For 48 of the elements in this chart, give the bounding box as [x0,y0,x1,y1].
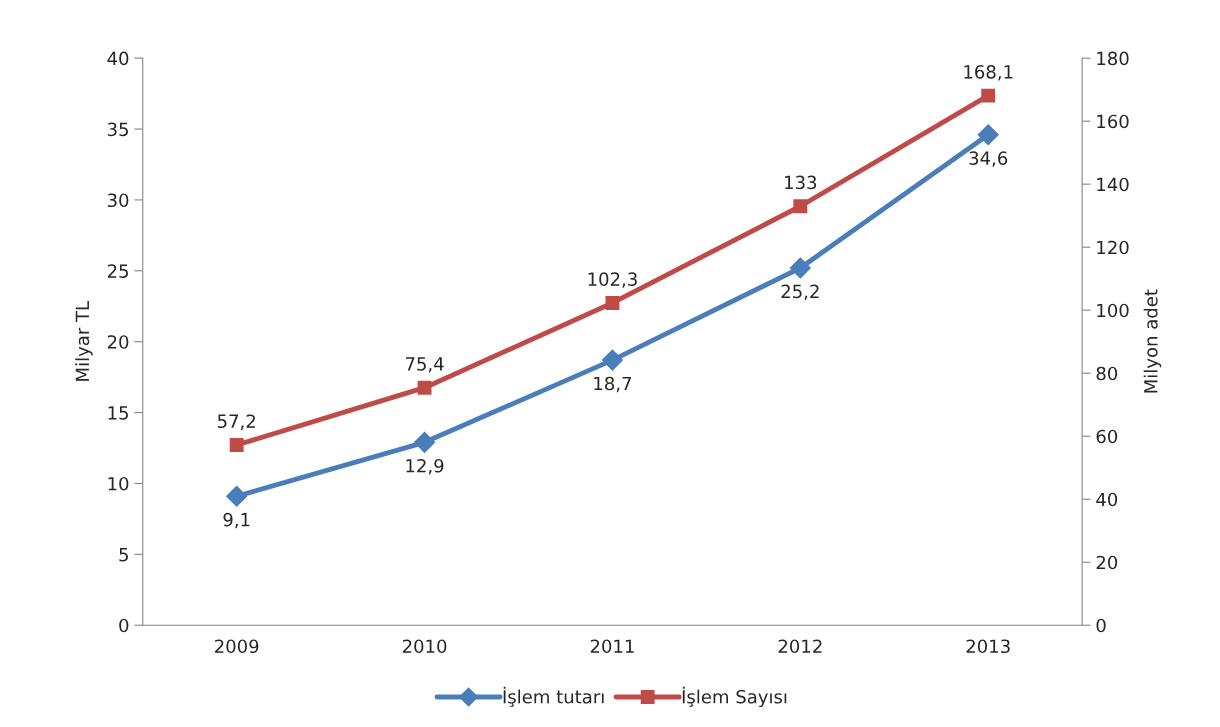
y2-tick-label: 20 [1096,555,1118,570]
point [793,199,808,214]
point [417,380,432,395]
data-label: 25,2 [781,284,819,301]
y2-axis-title: Milyon adet [1143,289,1162,393]
y2-tick-label: 0 [1096,618,1106,633]
legend-label: İşlem tutarı [503,686,604,707]
y-tick-label: 10 [108,476,129,491]
point [605,295,620,310]
legend-label: İşlem Sayısı [682,686,787,708]
y2-tick-label: 160 [1097,114,1129,129]
y2-tick-label: 60 [1096,429,1118,444]
point [981,88,996,103]
y-tick-label: 30 [107,193,129,208]
point [414,431,436,453]
y2-tick-label: 80 [1096,366,1118,381]
y-tick-label: 5 [119,548,128,562]
x-tick-label: 2011 [590,639,634,654]
x-tick-label: 2013 [966,639,1010,654]
y2-tick-label: 100 [1097,303,1129,318]
data-label: 133 [785,175,817,190]
data-label: 102,3 [588,272,637,288]
y-tick-label: 40 [107,51,129,66]
point [977,124,999,146]
point [229,438,244,452]
y-tick-label: 35 [107,122,128,137]
x-tick-label: 2010 [402,639,447,654]
data-label: 18,7 [594,376,631,393]
y2-tick-label: 120 [1097,240,1129,255]
data-label: 12,9 [406,458,444,475]
y-tick-label: 20 [107,335,129,349]
y2-tick-label: 40 [1096,492,1118,507]
y-tick-label: 0 [119,618,129,633]
point [789,257,811,279]
point [226,485,248,507]
data-label: 9,1 [223,512,250,529]
y2-tick-label: 140 [1097,177,1129,192]
x-tick-label: 2012 [778,639,822,654]
y2-tick-label: 180 [1097,51,1129,66]
y-tick-label: 25 [107,264,128,278]
y-axis-title: Milyar TL [75,300,93,381]
data-label: 57,2 [217,414,255,430]
data-label: 34,6 [969,151,1008,167]
x-tick-label: 2009 [215,639,259,654]
data-label: 168,1 [964,65,1013,81]
point [601,349,623,371]
data-label: 75,4 [405,357,444,373]
y-tick-label: 15 [108,406,128,420]
